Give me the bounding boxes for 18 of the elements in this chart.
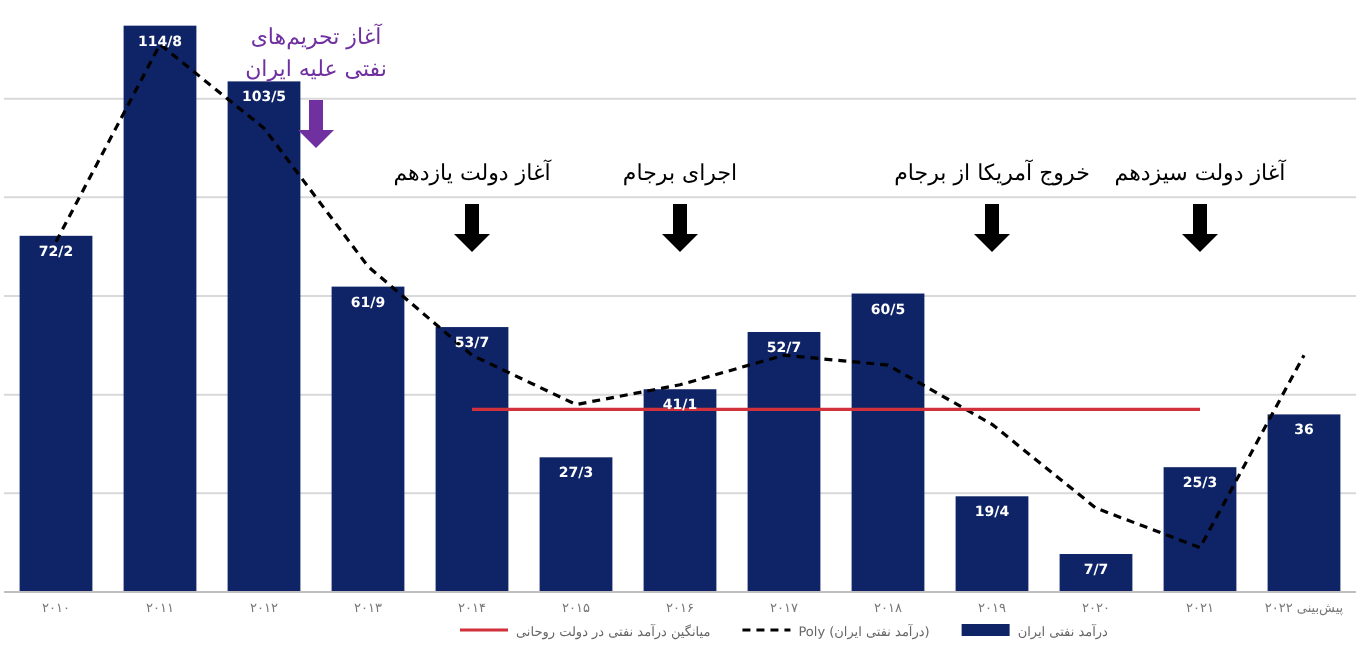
bar	[1267, 414, 1341, 592]
bar	[227, 81, 301, 592]
bar	[851, 293, 925, 592]
bar	[123, 25, 197, 592]
bar	[435, 327, 509, 592]
bar	[1059, 554, 1133, 592]
annotation: اجرای برجام	[622, 160, 738, 186]
bar	[331, 286, 405, 592]
bar	[1163, 467, 1237, 592]
bar	[643, 389, 717, 592]
annotation: آغاز دولت یازدهم	[393, 158, 553, 186]
annotation: خروج آمریکا از برجام	[894, 158, 1090, 186]
bar	[539, 457, 613, 592]
bar	[19, 235, 93, 592]
annotation: آغاز دولت سیزدهم	[1114, 158, 1288, 186]
bar	[955, 496, 1029, 592]
bar	[747, 332, 821, 592]
annotation: آغاز تحریم‌های نفتی علیه ایران	[245, 22, 387, 82]
